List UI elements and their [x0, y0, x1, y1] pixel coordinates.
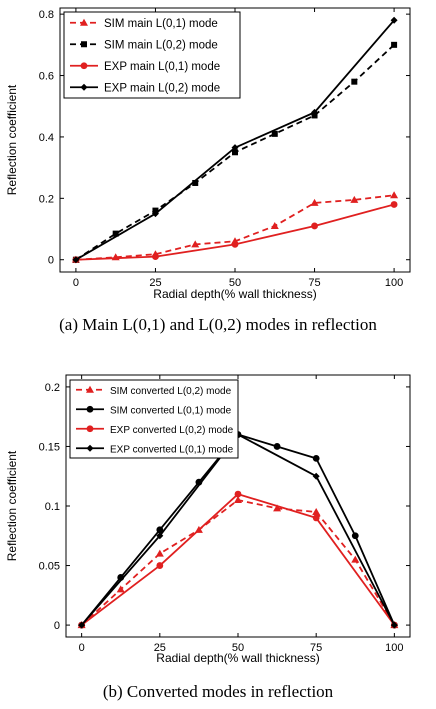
data-point [312, 514, 320, 522]
legend-box [63, 11, 241, 99]
series-3 [78, 431, 398, 629]
chart-a: 0 25 50 75 100 0 0.2 0.4 0.6 0.8 Radial depth(% wa… [5, 7, 411, 301]
data-point [151, 210, 159, 218]
data-point [270, 221, 279, 229]
y-tick-label: 0.15 [39, 441, 60, 453]
data-point [351, 555, 360, 563]
legend-marker [80, 18, 88, 26]
x-tick-label: 75 [308, 277, 320, 289]
x-tick-label: 50 [232, 642, 244, 654]
y-tick-label: 0.1 [45, 501, 60, 513]
legend-marker [80, 62, 88, 70]
y-tick-label: 0.2 [39, 193, 54, 205]
data-point [273, 443, 281, 450]
data-point [231, 144, 239, 152]
series-0 [77, 496, 399, 629]
data-point [232, 149, 238, 156]
legend-label: SIM main L(0,2) mode [104, 39, 218, 51]
x-tick-label: 100 [385, 642, 403, 654]
data-point [156, 562, 164, 569]
legend-label: SIM converted L(0,2) mode [110, 386, 232, 397]
legend-label: EXP converted L(0,1) mode [110, 444, 234, 455]
caption-a: (a) Main L(0,1) and L(0,2) modes in refl… [59, 315, 377, 334]
y-tick-label: 0.4 [39, 132, 54, 144]
legend-marker [81, 41, 87, 48]
y-tick-label: 0.8 [39, 9, 54, 21]
legend-marker [86, 425, 94, 433]
series-line [81, 493, 396, 626]
data-point [234, 490, 242, 498]
legend-label: SIM converted L(0,1) mode [110, 405, 232, 416]
x-axis-label: Radial depth(% wall thickness) [153, 287, 316, 301]
data-point [351, 78, 358, 85]
legend-label: EXP main L(0,1) mode [104, 61, 220, 73]
x-tick-label: 75 [310, 642, 322, 654]
y-axis-label: Reflection coefficient [5, 450, 19, 561]
y-tick-label: 0.6 [39, 71, 54, 83]
data-point [192, 179, 199, 186]
data-point [312, 507, 321, 515]
legend-marker [86, 444, 94, 452]
legend-box [69, 379, 239, 459]
data-point [390, 621, 398, 629]
legend: SIM converted L(0,2) mode SIM converted L… [69, 379, 239, 459]
x-tick-label: 0 [73, 277, 79, 289]
data-point [191, 240, 200, 248]
y-tick-label: 0 [48, 255, 54, 267]
series-0 [71, 191, 399, 263]
data-point [156, 532, 164, 540]
data-point [152, 253, 159, 261]
data-point [72, 256, 80, 264]
series-line [75, 194, 395, 261]
data-point [391, 41, 398, 48]
legend-label: EXP main L(0,2) mode [104, 82, 220, 94]
data-point [234, 496, 242, 504]
legend-label: EXP converted L(0,2) mode [110, 425, 234, 436]
data-point [231, 240, 239, 248]
x-tick-label: 0 [79, 642, 85, 654]
y-tick-label: 0.2 [45, 382, 60, 394]
y-tick-label: 0.05 [39, 561, 60, 573]
series-2 [78, 490, 398, 629]
data-point [390, 201, 398, 208]
x-tick-label: 25 [149, 277, 161, 289]
legend-marker [86, 385, 94, 393]
y-tick-label: 0 [54, 620, 60, 632]
x-tick-label: 100 [385, 277, 403, 289]
series-line [80, 433, 396, 626]
data-point [351, 532, 359, 540]
legend: SIM main L(0,1) mode SIM main L(0,2) mode… [63, 11, 241, 99]
data-point [273, 504, 282, 512]
x-tick-label: 25 [154, 642, 166, 654]
data-point [155, 549, 164, 557]
series-2 [72, 201, 398, 264]
series-1 [78, 431, 398, 629]
data-point [271, 130, 278, 137]
data-point [390, 191, 399, 199]
y-axis-label: Reflection coefficient [5, 84, 19, 195]
x-axis-label: Radial depth(% wall thickness) [156, 651, 319, 665]
data-point [390, 16, 398, 24]
legend-marker [80, 83, 88, 91]
data-point [116, 585, 125, 593]
data-point [156, 526, 164, 534]
legend-marker [86, 405, 94, 413]
series-3 [72, 16, 398, 264]
series-line [80, 433, 396, 626]
caption-b: (b) Converted modes in reflection [102, 682, 334, 701]
data-point [312, 472, 320, 480]
data-point [311, 222, 318, 230]
x-tick-label: 50 [229, 277, 241, 289]
data-point [350, 195, 359, 203]
data-point [310, 198, 319, 206]
chart-b: 0 25 50 75 100 0 0.05 0.1 0.15 0.2 Radial depth(% … [5, 374, 411, 665]
data-point [78, 621, 86, 629]
data-point [312, 454, 320, 462]
data-point [311, 108, 319, 116]
legend-label: SIM main L(0,1) mode [104, 18, 218, 30]
data-point [112, 230, 119, 237]
